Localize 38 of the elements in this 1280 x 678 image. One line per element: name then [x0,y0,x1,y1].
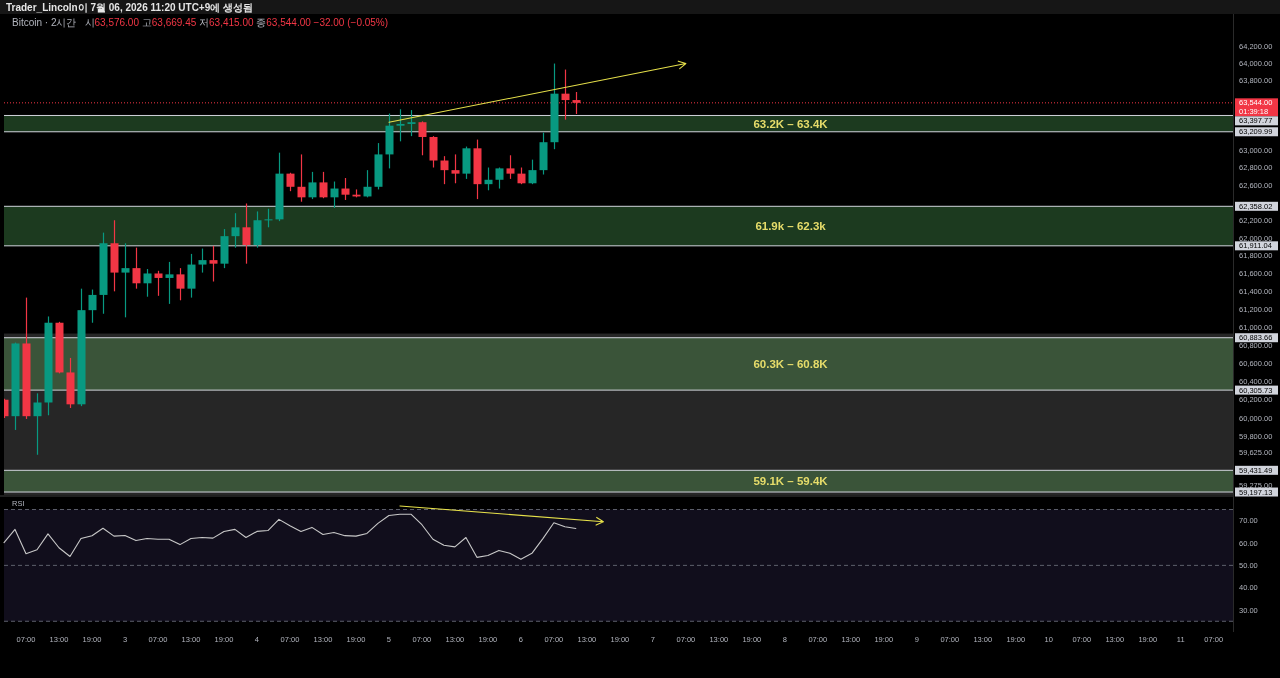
candlestick [330,180,339,209]
text: Trader_Lincoln이 7월 06, 2026 11:20 UTC+9에 생성됨 [6,1,254,13]
band-label: 59.1K – 59.4K [753,475,829,488]
candlestick [407,109,416,137]
candlestick [363,169,372,198]
band-label: 63.2K – 63.4K [753,117,829,130]
candlestick [209,245,218,283]
candlestick [132,247,141,290]
candlestick [198,247,207,274]
candlestick [418,120,427,156]
candlestick [231,212,240,249]
band-label: 61.9k – 62.3k [755,220,827,233]
candlestick [33,392,42,456]
candlestick [341,177,350,201]
candlestick [165,261,174,305]
line-series [3,513,577,560]
candlestick [561,68,570,121]
candlestick [506,154,515,180]
band-label: 60.3K – 60.8K [753,357,829,370]
candlestick [143,268,152,298]
candlestick [484,166,493,191]
candlestick [429,135,438,169]
candlestick [528,159,537,185]
candlestick [286,172,295,192]
candlestick [297,153,306,203]
candlestick [440,155,449,185]
candlestick [264,208,273,228]
chart-title: Bitcoin · 2시간 [12,17,77,28]
chart-subtitle: 시63,576.00 고63,669.45 저63,415.00 종63,544.00 −32.00 (−0.05%) [84,17,389,28]
candlestick [451,153,460,184]
candlestick [176,267,185,301]
candlestick [308,171,317,200]
candlestick [154,270,163,297]
candlestick [319,171,328,199]
candlestick [88,288,97,324]
candlestick [396,108,405,142]
candlestick [121,242,130,318]
candlestick [242,202,251,265]
